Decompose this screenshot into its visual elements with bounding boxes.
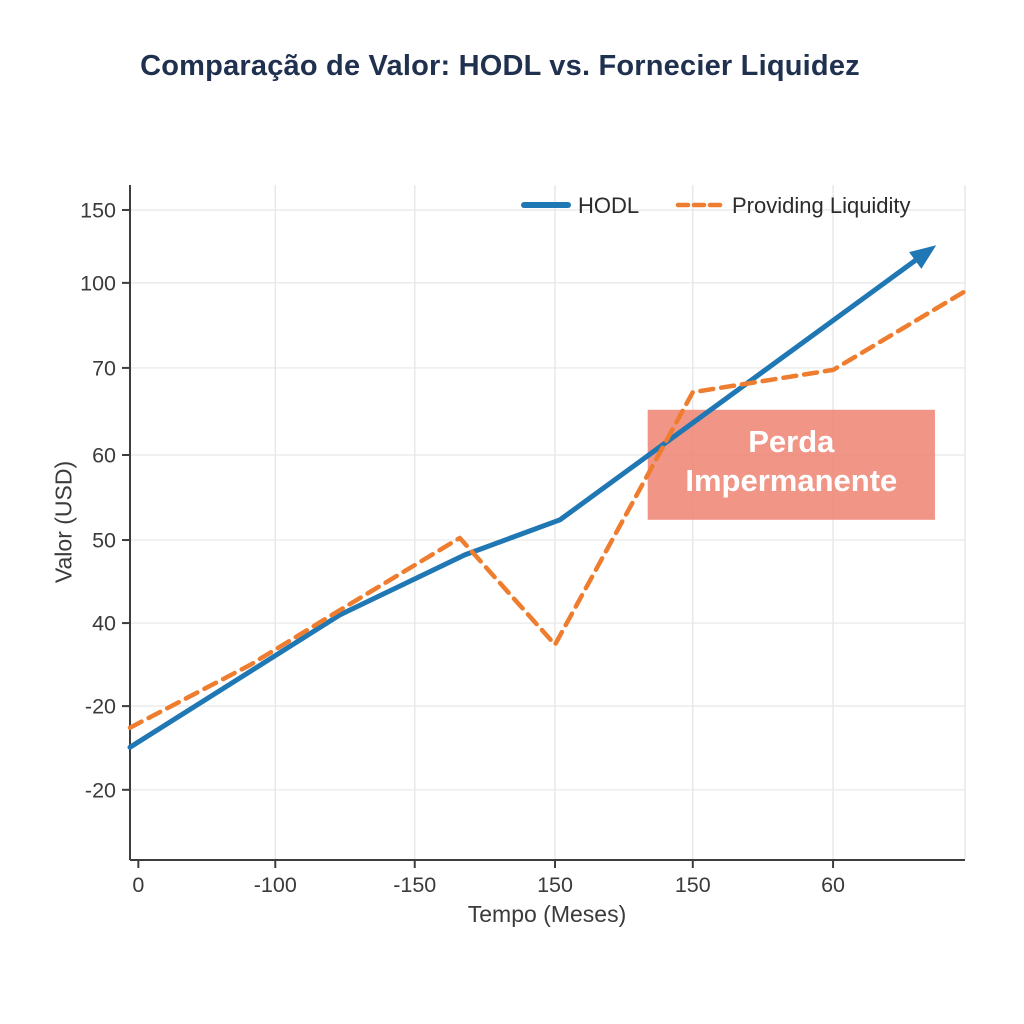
x-tick-label: 60: [821, 873, 845, 897]
x-tick-label: 0: [132, 873, 144, 897]
axes: 0 -100 -150 150 150 60 150 100 70 60 50 40 -20 -20: [80, 185, 965, 897]
y-tick-label: 60: [92, 444, 116, 468]
y-tick-label: 40: [92, 612, 116, 636]
impermanent-loss-annotation: Perda Impermanente: [647, 409, 935, 520]
y-tick-label: 70: [92, 356, 116, 380]
y-tick-label: -20: [85, 778, 116, 802]
y-tick-label: 150: [80, 199, 116, 223]
chart-title: Comparação de Valor: HODL vs. Fornecier …: [140, 50, 860, 82]
y-tick-label: 50: [92, 529, 116, 553]
x-axis-label: Tempo (Meses): [467, 901, 627, 927]
legend-label: HODL: [578, 193, 639, 218]
series-line-hodl: [127, 245, 937, 750]
legend-label: Providing Liquidity: [732, 193, 911, 218]
annotation-text: Impermanente: [685, 463, 897, 498]
x-tick-label: 150: [675, 873, 711, 897]
y-tick-label: 100: [80, 271, 116, 295]
x-tick-label: 150: [537, 873, 573, 897]
legend: HODL Providing Liquidity: [521, 193, 911, 218]
x-tick-label: -100: [254, 873, 297, 897]
series-line-providing-liquidity: [127, 290, 966, 730]
x-tick-label: -150: [393, 873, 436, 897]
y-tick-label: -20: [85, 695, 116, 719]
annotation-text: Perda: [748, 424, 835, 459]
annotation-box: [647, 409, 935, 520]
